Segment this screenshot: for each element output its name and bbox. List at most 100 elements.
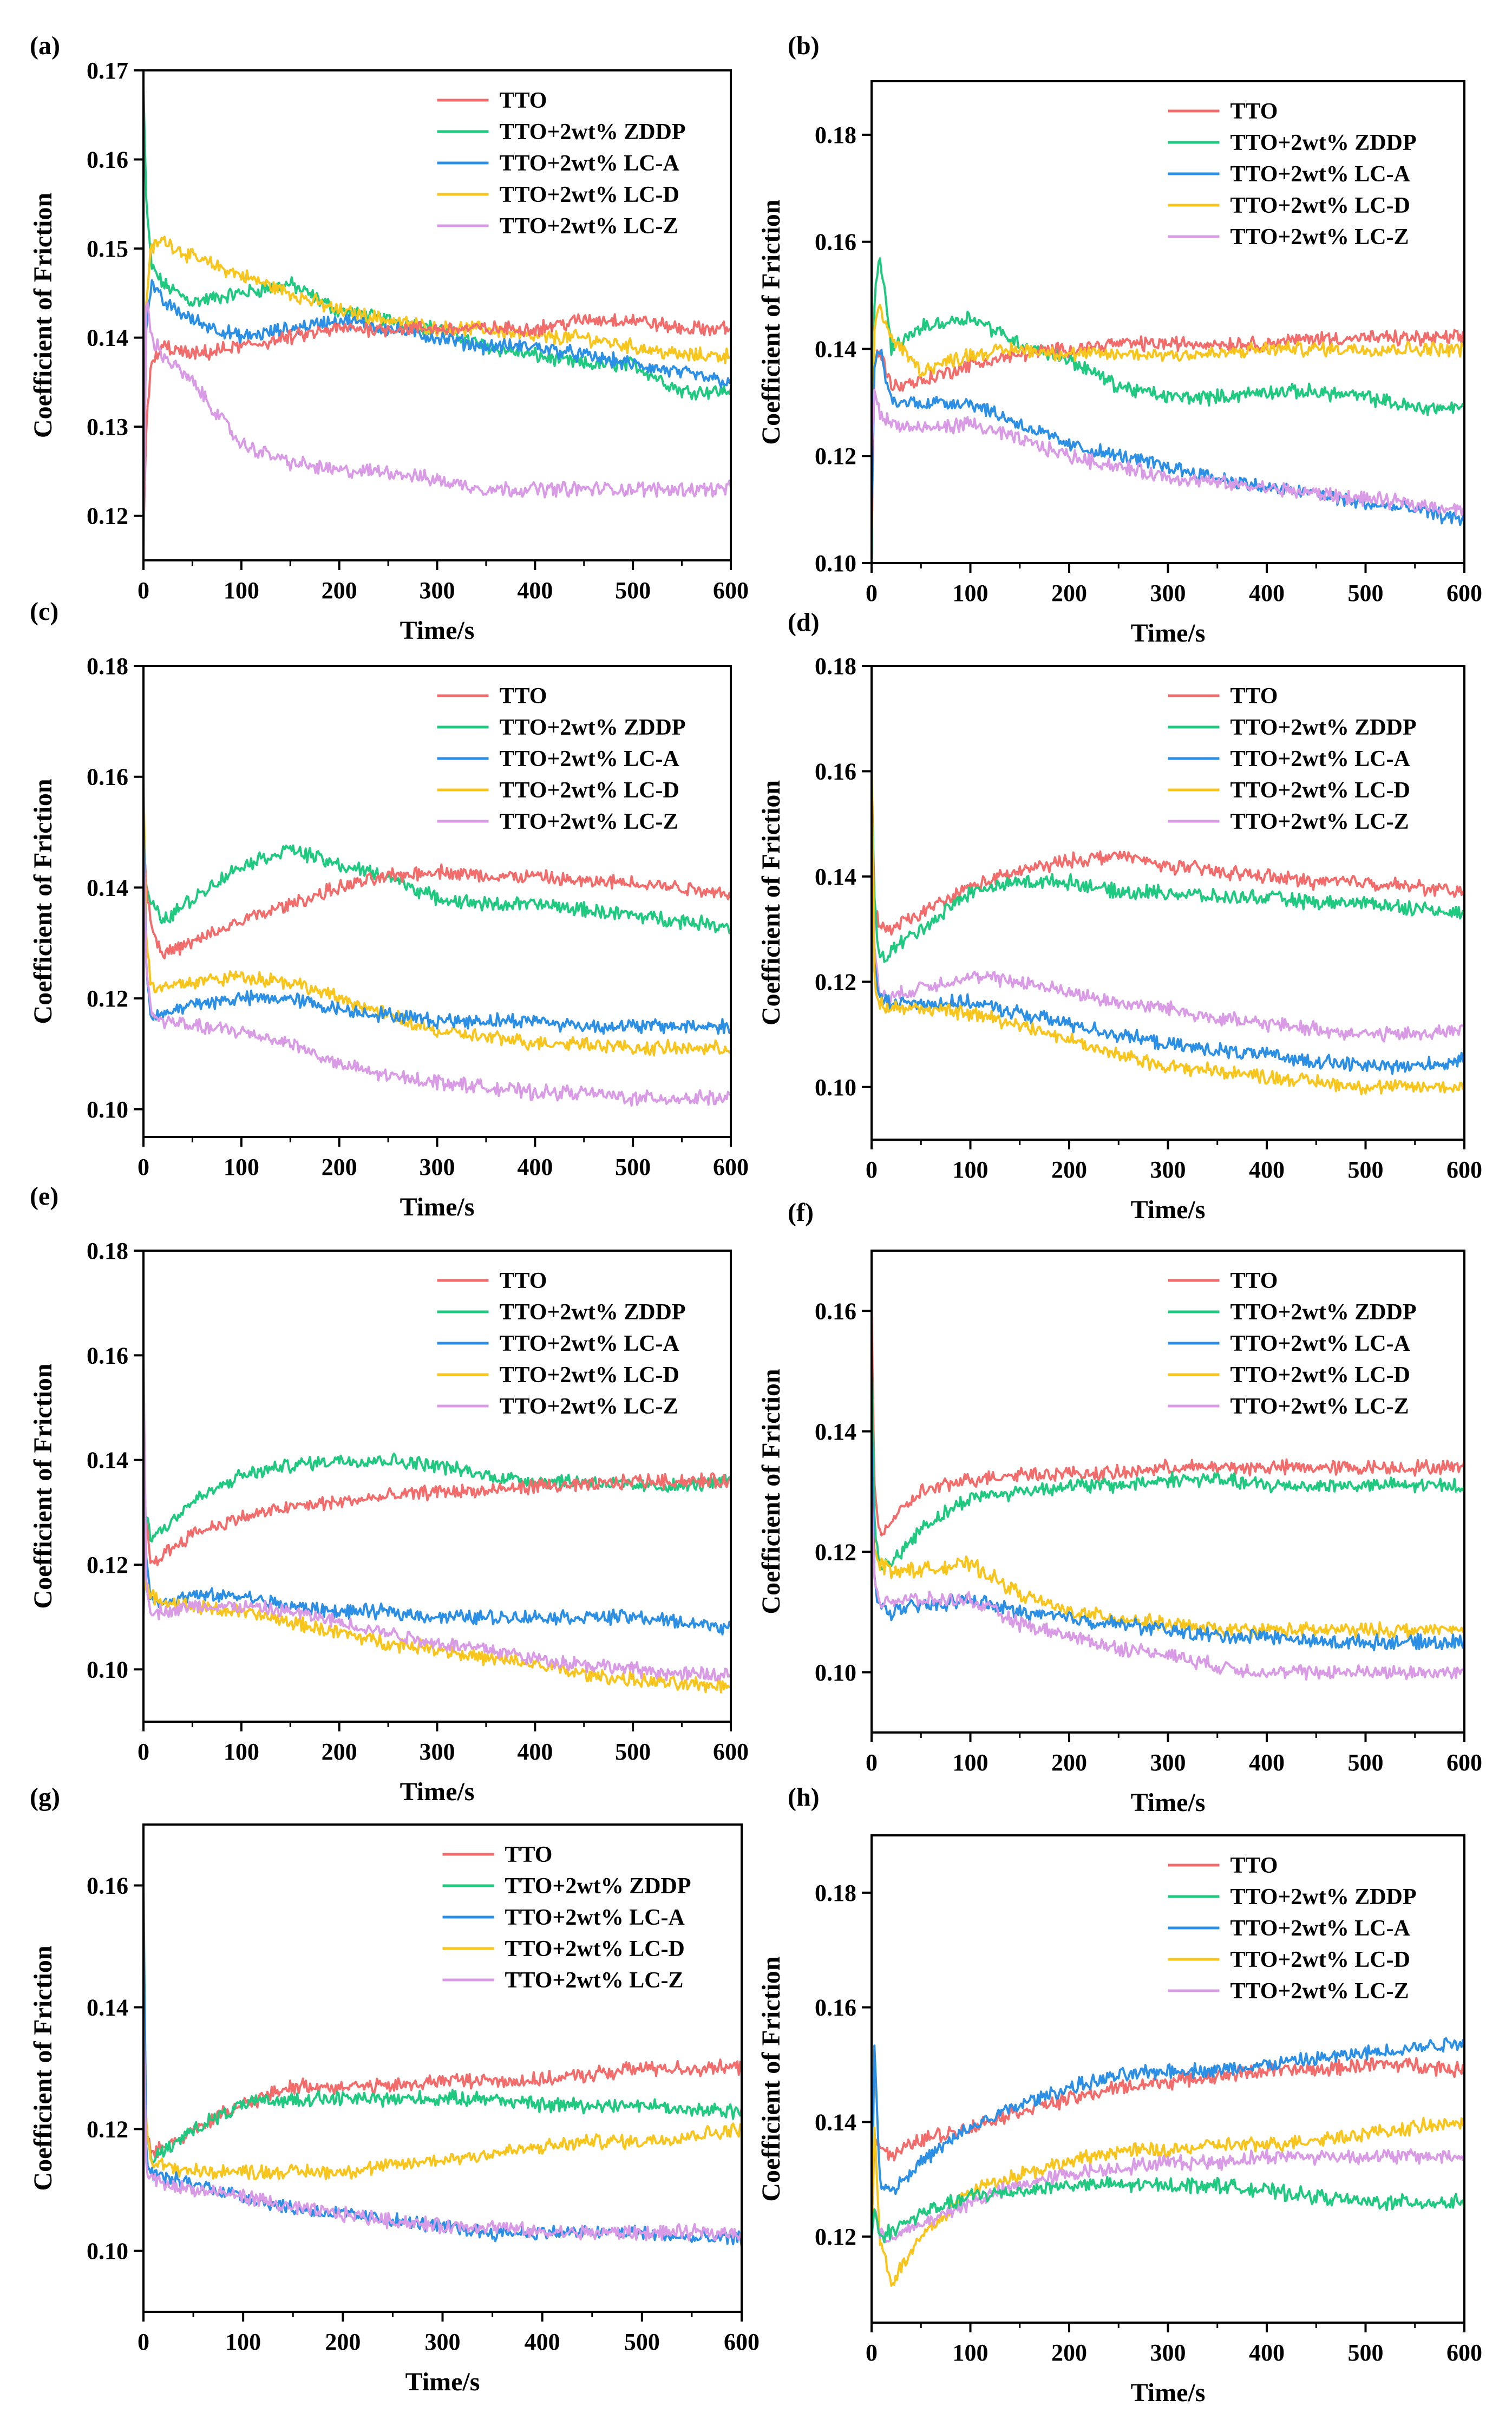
panel-a-x-axis-title: Time/s	[400, 616, 475, 645]
panel-c-xtick-label-100: 100	[224, 1154, 259, 1180]
panel-b-label: (b)	[788, 31, 820, 60]
panel-d-xtick-label-600: 600	[1446, 1156, 1482, 1183]
panel-b-xtick-label-100: 100	[953, 580, 989, 606]
panel-h-ytick-label-1: 0.14	[815, 2109, 856, 2135]
panel-d-xtick-label-0: 0	[866, 1156, 878, 1183]
panel-c-ytick-label-2: 0.14	[87, 874, 128, 901]
panel-b-xtick-label-600: 600	[1446, 580, 1482, 606]
panel-c-legend: TTO TTO+2wt% ZDDP TTO+2wt% LC-A TTO+2wt% LC…	[437, 684, 686, 834]
panel-c-label: (c)	[30, 597, 58, 626]
panel-g-ytick-label-0: 0.10	[87, 2238, 128, 2265]
panel-a-ytick-label-4: 0.16	[87, 147, 128, 173]
panel-d-xtick-label-400: 400	[1249, 1156, 1285, 1183]
panel-g-label: (g)	[30, 1783, 60, 1812]
panel-h-x-axis-title: Time/s	[1131, 2378, 1206, 2407]
panel-g-legend-label-tto: TTO	[505, 1842, 553, 1867]
panel-a-ytick-label-3: 0.15	[87, 236, 128, 262]
panel-c-ytick-label-1: 0.12	[87, 985, 128, 1012]
panel-d-legend: TTO TTO+2wt% ZDDP TTO+2wt% LC-A TTO+2wt% LC…	[1168, 684, 1417, 834]
panel-b-legend-label-lc-z: TTO+2wt% LC-Z	[1230, 225, 1409, 250]
panel-f-legend-label-lc-z: TTO+2wt% LC-Z	[1230, 1394, 1409, 1419]
panel-b-series	[872, 257, 1464, 563]
panel-e-xtick-label-200: 200	[322, 1738, 357, 1765]
panel-e-xtick-label-500: 500	[615, 1738, 651, 1765]
panel-d-series-lc-z	[872, 771, 1464, 1043]
panel-e-series	[143, 1355, 731, 1694]
panel-g-legend-label-lc-d: TTO+2wt% LC-D	[505, 1937, 685, 1962]
panel-a-ytick-label-0: 0.12	[87, 503, 128, 529]
panel-g-xtick-label-600: 600	[724, 2329, 760, 2355]
panel-c-xtick-label-400: 400	[517, 1154, 553, 1180]
panel-f-legend-label-lc-a: TTO+2wt% LC-A	[1230, 1331, 1411, 1356]
panel-f-xtick-label-200: 200	[1051, 1749, 1087, 1776]
panel-g-series-lc-z	[143, 2007, 742, 2242]
panel-d-x-axis-title: Time/s	[1131, 1195, 1206, 1224]
panel-h-legend-label-lc-z: TTO+2wt% LC-Z	[1230, 1979, 1409, 2004]
panel-e-series-lc-a	[143, 1407, 731, 1636]
panel-e: (e) 0 100 200 300 400 500 600 0.10 0.12 0.14 0.16 0.…	[29, 1182, 749, 1806]
panel-a-xtick-label-500: 500	[615, 577, 651, 604]
panel-d-legend-label-lc-a: TTO+2wt% LC-A	[1230, 747, 1411, 772]
panel-h-series-zddp	[872, 2176, 1464, 2244]
panel-d: (d) 0 100 200 300 400 500 600 0.10 0.12 0.14 0.16 0.…	[757, 608, 1482, 1224]
panel-e-xtick-label-100: 100	[224, 1738, 259, 1765]
panel-g-series-tto	[143, 2007, 742, 2159]
panel-b-legend-label-tto: TTO	[1230, 99, 1278, 124]
panel-d-legend-label-lc-d: TTO+2wt% LC-D	[1230, 778, 1410, 803]
panel-e-ytick-label-0: 0.10	[87, 1656, 128, 1683]
panel-c-legend-label-zddp: TTO+2wt% ZDDP	[500, 715, 686, 740]
panel-d-label: (d)	[788, 608, 820, 637]
panel-e-ytick-label-4: 0.18	[87, 1238, 128, 1264]
panel-h-xtick-label-400: 400	[1249, 2339, 1285, 2366]
panel-f-series-lc-z	[872, 1491, 1464, 1681]
panel-c-series-lc-a	[143, 804, 731, 1035]
panel-c-ytick-label-0: 0.10	[87, 1096, 128, 1123]
panel-a-xtick-label-300: 300	[420, 577, 455, 604]
panel-c-ytick-label-4: 0.18	[87, 653, 128, 679]
panel-c-xtick-label-300: 300	[420, 1154, 455, 1180]
panel-h: (h) 0 100 200 300 400 500 600 0.12 0.14 0.16 0.18 Ti…	[757, 1783, 1482, 2407]
panel-g-xtick-label-500: 500	[624, 2329, 660, 2355]
panel-h-series-lc-a	[872, 2037, 1464, 2237]
panel-f-ytick-label-3: 0.16	[815, 1298, 856, 1324]
panel-c-x-axis-title: Time/s	[400, 1193, 475, 1221]
panel-h-y-axis-title: Coefficient of Friction	[757, 1956, 786, 2201]
panel-c-xtick-label-600: 600	[713, 1154, 749, 1180]
panel-b-ytick-label-1: 0.12	[815, 443, 856, 469]
panel-c-legend-label-lc-a: TTO+2wt% LC-A	[500, 747, 680, 772]
panel-h-series-lc-d	[872, 2117, 1464, 2287]
panel-e-xtick-label-0: 0	[138, 1738, 149, 1765]
panel-b-series-zddp	[872, 257, 1464, 563]
panel-f-legend-label-tto: TTO	[1230, 1269, 1278, 1293]
panel-b-xtick-label-300: 300	[1150, 580, 1186, 606]
panel-h-xtick-label-100: 100	[953, 2339, 989, 2366]
panel-a-xtick-label-100: 100	[224, 577, 259, 604]
panel-b-ytick-label-0: 0.10	[815, 550, 856, 577]
panel-h-series-lc-z	[872, 2148, 1464, 2244]
panel-f: (f) 0 100 200 300 400 500 600 0.10 0.12 0.14 0.16 Ti…	[757, 1198, 1482, 1817]
panel-f-label: (f)	[788, 1198, 814, 1227]
panel-g-ytick-label-3: 0.16	[87, 1873, 128, 1899]
panel-f-ytick-label-0: 0.10	[815, 1659, 856, 1686]
panel-d-xtick-label-300: 300	[1150, 1156, 1186, 1183]
panel-a: (a) 0 100 200 300 400 500 600 0.12 0.13 0.14 0.15 0.…	[29, 31, 749, 645]
panel-f-legend-label-lc-d: TTO+2wt% LC-D	[1230, 1363, 1410, 1388]
panel-b-ytick-label-3: 0.16	[815, 229, 856, 256]
panel-c: (c) 0 100 200 300 400 500 600 0.10 0.12 0.14 0.16 0.…	[29, 597, 749, 1221]
panel-g-legend-label-lc-a: TTO+2wt% LC-A	[505, 1905, 685, 1930]
panel-g-legend: TTO TTO+2wt% ZDDP TTO+2wt% LC-A TTO+2wt% LC…	[442, 1842, 691, 1993]
panel-f-series-tto	[872, 1311, 1464, 1537]
panel-g-x-axis-title: Time/s	[405, 2368, 480, 2396]
panel-e-legend-label-lc-a: TTO+2wt% LC-A	[500, 1331, 680, 1356]
panel-c-legend-label-lc-d: TTO+2wt% LC-D	[500, 778, 679, 803]
panel-c-series-tto	[143, 832, 731, 959]
panel-e-series-lc-z	[143, 1355, 731, 1682]
panel-h-xtick-label-500: 500	[1348, 2339, 1384, 2366]
panel-c-xtick-label-500: 500	[615, 1154, 651, 1180]
panel-h-ytick-label-2: 0.16	[815, 1995, 856, 2021]
panel-a-legend-label-lc-a: TTO+2wt% LC-A	[500, 151, 680, 176]
panel-d-series-zddp	[872, 771, 1464, 963]
panel-d-ytick-label-3: 0.16	[815, 758, 856, 784]
panel-e-legend: TTO TTO+2wt% ZDDP TTO+2wt% LC-A TTO+2wt% LC…	[437, 1269, 686, 1419]
panel-f-xtick-label-300: 300	[1150, 1749, 1186, 1776]
